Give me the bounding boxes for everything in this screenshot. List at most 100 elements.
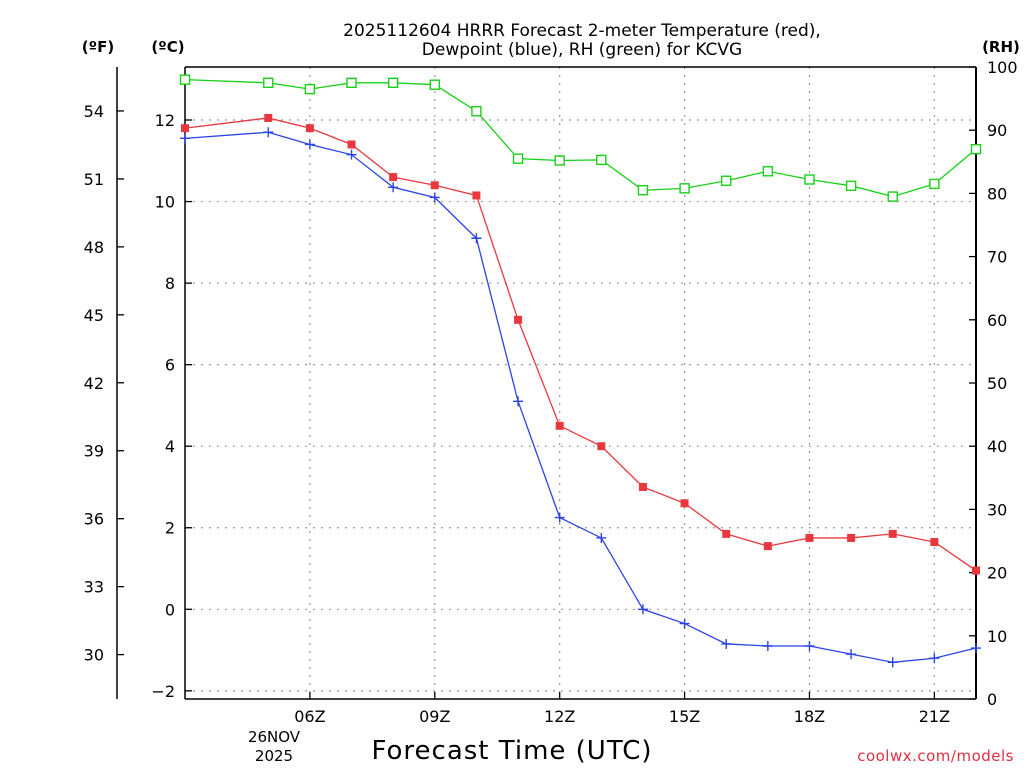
dewpoint-point xyxy=(471,233,482,244)
celsius-tick-label: 2 xyxy=(165,519,175,538)
dewpoint-point xyxy=(721,638,732,649)
rh-tick-label: 60 xyxy=(987,311,1007,330)
dewpoint-point xyxy=(388,182,399,193)
rh-point xyxy=(637,185,649,196)
celsius-tick-label: 8 xyxy=(165,274,175,293)
dewpoint-point xyxy=(804,640,815,651)
fahrenheit-tick-label: 45 xyxy=(84,306,104,325)
rh-tick-label: 100 xyxy=(987,58,1018,77)
temperature-point xyxy=(680,499,689,508)
temperature-point xyxy=(597,442,606,451)
fahrenheit-tick-label: 51 xyxy=(84,170,104,189)
dewpoint-line xyxy=(184,131,977,663)
grid-lines xyxy=(185,67,976,699)
temperature-point xyxy=(805,533,814,542)
rh-point xyxy=(179,74,191,85)
temperature-point xyxy=(638,482,647,491)
temperature-point xyxy=(181,124,189,133)
rh-point xyxy=(512,153,524,164)
date-label-year: 2025 xyxy=(255,747,293,765)
celsius-unit-label: (ºC) xyxy=(151,38,184,56)
temperature-point xyxy=(389,173,398,182)
rh-point xyxy=(554,155,565,166)
x-tick-label: 09Z xyxy=(419,707,450,726)
rh-point xyxy=(887,191,898,202)
dewpoint-point xyxy=(971,643,981,654)
fahrenheit-tick-label: 39 xyxy=(84,442,104,461)
rh-tick-label: 30 xyxy=(987,500,1007,519)
dewpoint-point xyxy=(263,127,274,138)
dewpoint-point xyxy=(596,532,607,543)
chart-subtitle: Dewpoint (blue), RH (green) for KCVG xyxy=(422,40,742,60)
credit-label: coolwx.com/models xyxy=(857,747,1014,765)
fahrenheit-tick-label: 48 xyxy=(84,238,104,257)
fahrenheit-tick-label: 42 xyxy=(84,374,104,393)
rh-tick-label: 40 xyxy=(987,437,1007,456)
rh-point xyxy=(804,174,815,185)
dewpoint-point xyxy=(887,657,898,668)
chart-title: 2025112604 HRRR Forecast 2-meter Tempera… xyxy=(343,21,821,41)
rh-line xyxy=(184,78,977,198)
rh-tick-label: 20 xyxy=(987,564,1007,583)
rh-tick-label: 90 xyxy=(987,121,1007,140)
rh-point xyxy=(929,178,940,190)
temperature-point xyxy=(430,181,439,190)
rh-point xyxy=(346,77,357,89)
fahrenheit-unit-label: (ºF) xyxy=(82,38,114,56)
rh-point xyxy=(387,77,399,89)
x-axis-label: Forecast Time (UTC) xyxy=(371,736,652,766)
temperature-point xyxy=(930,538,939,547)
rh-tick-label: 0 xyxy=(987,690,997,709)
celsius-tick-label: 0 xyxy=(165,600,175,619)
celsius-tick-label: 6 xyxy=(165,356,175,375)
rh-point xyxy=(596,154,607,166)
rh-point xyxy=(970,143,982,155)
fahrenheit-tick-label: 33 xyxy=(84,578,104,597)
celsius-tick-label: 10 xyxy=(155,193,175,212)
rh-tick-label: 70 xyxy=(987,248,1007,267)
fahrenheit-tick-label: 36 xyxy=(84,510,104,529)
temperature-point xyxy=(514,315,523,324)
axes: −2 0 2 4 6 8 10 12 30 33 36 39 42 45 48 51 54 0 10 20 30 40 50… xyxy=(84,58,1018,726)
temperature-point xyxy=(763,542,772,551)
temperature-point xyxy=(722,529,731,538)
x-tick-label: 21Z xyxy=(919,707,950,726)
rh-point xyxy=(471,106,482,117)
dewpoint-point xyxy=(429,192,440,203)
celsius-tick-label: −2 xyxy=(151,682,175,701)
temperature-point xyxy=(555,421,564,430)
dewpoint-point xyxy=(929,653,940,664)
rh-tick-label: 80 xyxy=(987,184,1007,203)
fahrenheit-tick-label: 54 xyxy=(84,102,104,121)
rh-point xyxy=(845,180,857,192)
rh-point xyxy=(762,166,774,177)
temperature-point xyxy=(264,113,273,122)
x-tick-label: 12Z xyxy=(544,707,575,726)
x-tick-label: 15Z xyxy=(669,707,700,726)
rh-tick-label: 50 xyxy=(987,374,1007,393)
dewpoint-point xyxy=(679,618,690,629)
x-tick-label: 18Z xyxy=(794,707,825,726)
rh-point xyxy=(304,83,316,95)
dewpoint-point xyxy=(554,512,565,523)
temperature-point xyxy=(305,124,314,133)
rh-tick-label: 10 xyxy=(987,627,1007,646)
temperature-point xyxy=(472,191,481,200)
rh-unit-label: (RH) xyxy=(982,38,1020,56)
temperature-line xyxy=(184,117,977,572)
fahrenheit-tick-label: 30 xyxy=(84,646,104,665)
dewpoint-point xyxy=(180,133,190,144)
dewpoint-point xyxy=(346,149,357,160)
series-group xyxy=(179,74,982,668)
celsius-tick-label: 4 xyxy=(165,437,175,456)
dewpoint-point xyxy=(762,640,773,651)
dewpoint-point xyxy=(304,139,315,150)
dewpoint-point xyxy=(637,604,648,615)
rh-point xyxy=(721,175,732,186)
date-label-day: 26NOV xyxy=(248,728,301,746)
temperature-point xyxy=(888,529,897,538)
rh-point xyxy=(679,183,690,194)
dewpoint-point xyxy=(846,649,857,660)
rh-point xyxy=(263,77,274,89)
